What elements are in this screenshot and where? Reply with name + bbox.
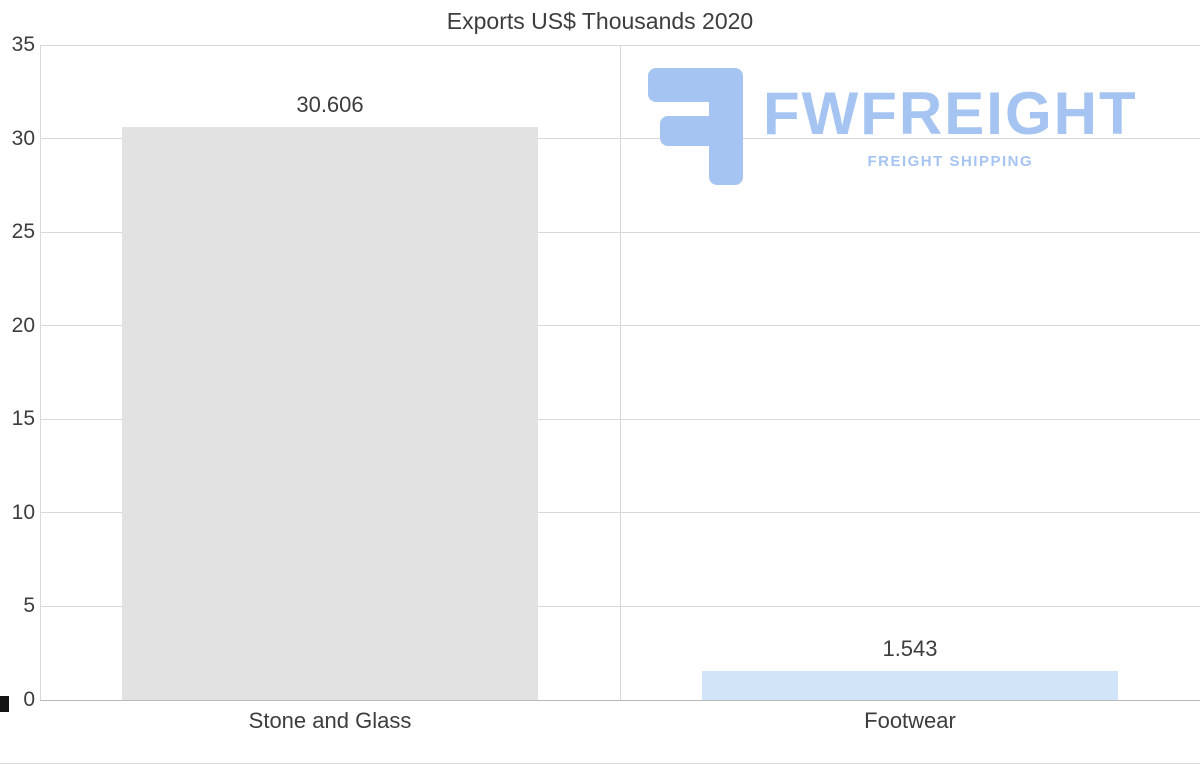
vertical-gridline	[39, 45, 41, 700]
chart-title: Exports US$ Thousands 2020	[446, 8, 754, 34]
brand-name: FWFREIGHT	[763, 80, 1138, 147]
bar-value-label: 1.543	[882, 636, 938, 662]
y-tick-label: 5	[23, 594, 35, 618]
logo-text-block: FWFREIGHT FREIGHT SHIPPING	[763, 80, 1138, 171]
y-tick-label: 25	[11, 220, 35, 244]
gridline-0	[40, 699, 1200, 701]
bar-footwear[interactable]	[702, 671, 1118, 700]
y-tick-label: 15	[11, 407, 35, 431]
x-category-label: Footwear	[864, 708, 956, 733]
bar-value-label: 30.606	[296, 92, 364, 118]
x-category-label: Stone and Glass	[248, 708, 412, 733]
fwfreight-logo-icon	[648, 68, 743, 185]
y-tick-label: 30	[11, 126, 35, 150]
stray-black-mark	[0, 696, 9, 712]
brand-tagline: FREIGHT SHIPPING	[867, 153, 1034, 170]
vertical-gridline	[619, 45, 621, 700]
bar-stone-and-glass[interactable]	[122, 127, 538, 700]
y-tick-label: 20	[11, 313, 35, 337]
y-tick-label: 10	[11, 500, 35, 524]
y-tick-label: 0	[23, 688, 35, 711]
y-tick-label: 35	[11, 33, 35, 56]
fwfreight-watermark: FWFREIGHT FREIGHT SHIPPING	[648, 68, 1138, 185]
